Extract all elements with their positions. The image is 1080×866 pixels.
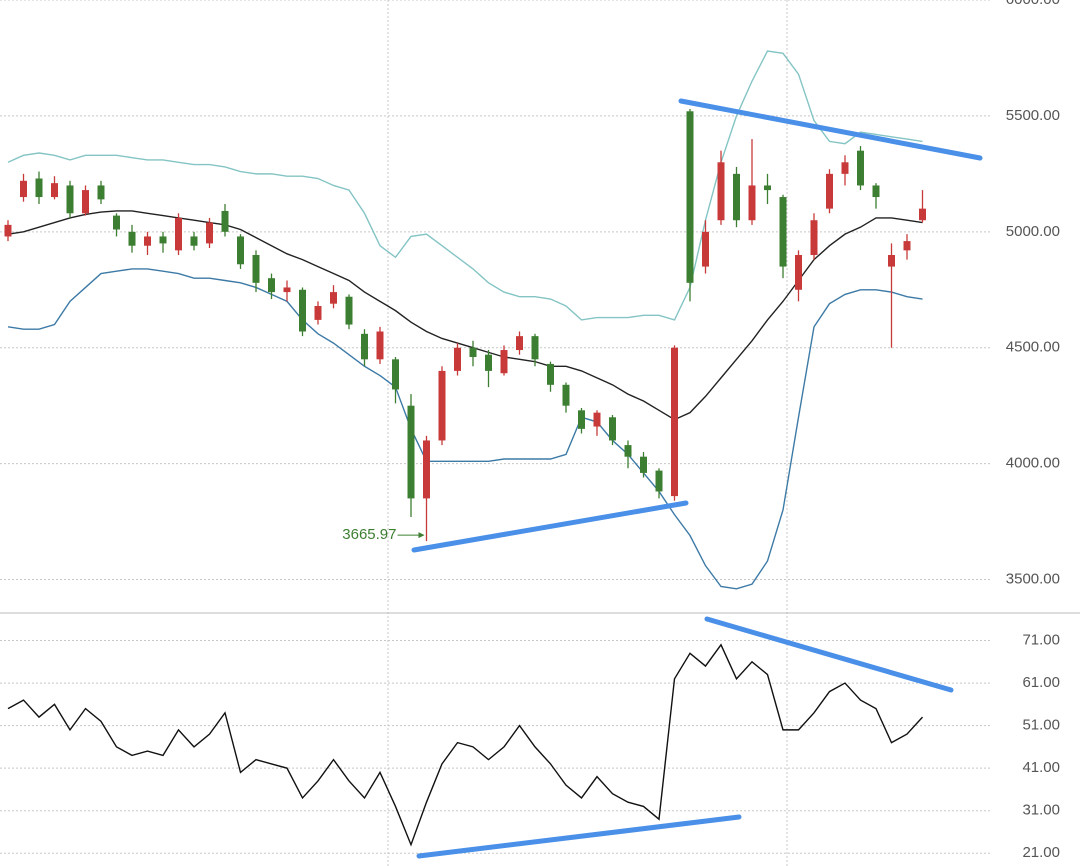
- trend-line: [704, 616, 954, 693]
- y-tick-label: 31.00: [1022, 802, 1060, 819]
- candle-body: [826, 173, 833, 209]
- candle-body: [97, 185, 105, 200]
- candle-body: [903, 241, 911, 251]
- candle-body: [593, 412, 601, 427]
- line: [7, 268, 923, 590]
- candle-body: [748, 185, 756, 221]
- y-tick-label: 21.00: [1022, 844, 1060, 861]
- candle-body: [857, 150, 864, 186]
- candle-body: [82, 190, 89, 214]
- candle-body: [392, 359, 399, 390]
- y-tick-label: 4000.00: [1006, 455, 1060, 472]
- candle-body: [795, 255, 802, 290]
- candle-body: [454, 347, 461, 371]
- candle-body: [671, 347, 678, 497]
- candle-body: [888, 255, 895, 267]
- candle-body: [423, 440, 430, 499]
- candle-body: [66, 185, 74, 214]
- candle-body: [562, 384, 570, 406]
- candle-body: [376, 331, 384, 360]
- candle-body: [330, 292, 337, 304]
- candle-body: [299, 289, 306, 332]
- candle-body: [144, 236, 151, 246]
- candle-body: [547, 363, 554, 385]
- trend-line: [411, 500, 689, 553]
- candle-body: [624, 445, 632, 457]
- line: [7, 210, 923, 421]
- candle-body: [159, 236, 167, 244]
- candle-body: [283, 287, 291, 293]
- candle-body: [407, 405, 415, 499]
- candle-body: [345, 296, 353, 325]
- y-tick-label: 41.00: [1022, 759, 1060, 776]
- candle-body: [361, 333, 368, 360]
- candle-body: [609, 417, 616, 441]
- y-tick-label: 51.00: [1022, 717, 1060, 734]
- candle-body: [733, 173, 740, 221]
- candle-body: [438, 370, 446, 441]
- candle-body: [717, 162, 725, 221]
- y-tick-label: 5500.00: [1006, 107, 1060, 124]
- y-tick-label: 71.00: [1022, 631, 1060, 648]
- candle-body: [20, 180, 27, 198]
- candle-body: [268, 278, 275, 293]
- candle-body: [206, 222, 213, 244]
- candle-body: [237, 236, 244, 265]
- candle-body: [578, 410, 585, 429]
- y-tick-label: 4500.00: [1006, 339, 1060, 356]
- candle-body: [190, 236, 198, 246]
- low-annotation: 3665.97: [342, 526, 396, 543]
- candle-body: [128, 231, 136, 246]
- candle-body: [919, 208, 926, 221]
- trend-line: [678, 98, 983, 161]
- candle-body: [175, 217, 182, 251]
- candle-body: [252, 255, 260, 283]
- candle-body: [841, 162, 849, 174]
- candle-body: [51, 183, 58, 198]
- y-tick-label: 6000.00: [1006, 0, 1060, 8]
- line: [7, 643, 924, 847]
- candle-body: [531, 336, 539, 360]
- candle-body: [640, 456, 647, 473]
- y-tick-label: 3500.00: [1006, 571, 1060, 588]
- candle-body: [872, 185, 880, 198]
- candle-body: [485, 354, 492, 371]
- candle-body: [469, 347, 477, 357]
- line: [7, 50, 923, 321]
- candle-body: [764, 185, 771, 191]
- candle-body: [314, 306, 322, 320]
- annotation-arrowhead: [418, 532, 425, 539]
- candle-body: [4, 224, 12, 237]
- candle-body: [655, 470, 663, 492]
- y-tick-label: 61.00: [1022, 674, 1060, 691]
- candle-body: [35, 178, 43, 198]
- trend-line: [416, 814, 742, 859]
- candle-body: [221, 210, 229, 232]
- candle-body: [113, 215, 120, 230]
- candle-body: [500, 350, 508, 374]
- candle-body: [686, 111, 694, 283]
- candle-body: [516, 336, 523, 351]
- candle-body: [779, 197, 787, 267]
- candle-body: [702, 231, 709, 267]
- y-tick-label: 5000.00: [1006, 223, 1060, 240]
- candle-body: [810, 220, 818, 255]
